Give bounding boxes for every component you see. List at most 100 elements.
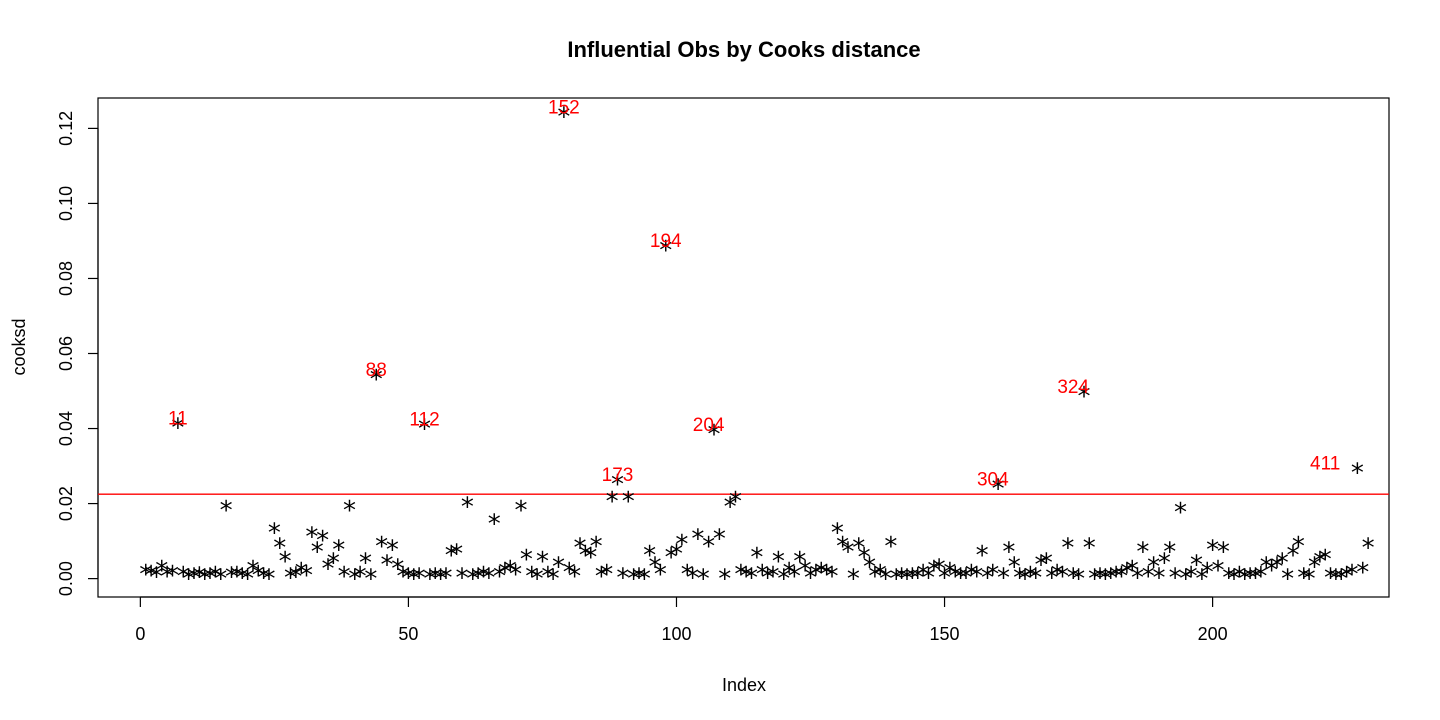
data-point: * bbox=[799, 556, 812, 586]
data-points: ****************************************… bbox=[139, 102, 1374, 594]
x-tick-label: 50 bbox=[398, 624, 418, 644]
data-point: * bbox=[509, 560, 522, 590]
data-point: * bbox=[482, 564, 495, 594]
data-point: * bbox=[348, 564, 361, 594]
data-point: * bbox=[804, 564, 817, 594]
data-point: * bbox=[145, 561, 158, 591]
data-point: * bbox=[1147, 552, 1160, 582]
data-point: * bbox=[809, 560, 822, 590]
data-point: * bbox=[1169, 564, 1182, 594]
data-point: * bbox=[1040, 549, 1053, 579]
data-point: * bbox=[477, 562, 490, 592]
data-point: * bbox=[1045, 564, 1058, 594]
data-point: * bbox=[584, 543, 597, 573]
data-point: * bbox=[295, 558, 308, 588]
data-point: * bbox=[541, 562, 554, 592]
data-point: * bbox=[1002, 537, 1015, 567]
data-point: * bbox=[1136, 537, 1149, 567]
data-point: * bbox=[252, 561, 265, 591]
data-point: * bbox=[665, 543, 678, 573]
data-point: * bbox=[590, 532, 603, 562]
data-point: * bbox=[1174, 498, 1187, 528]
data-point: * bbox=[820, 560, 833, 590]
data-point: * bbox=[187, 564, 200, 594]
data-point: * bbox=[166, 561, 179, 591]
data-point: * bbox=[1029, 564, 1042, 594]
data-point: * bbox=[268, 519, 281, 549]
data-point: * bbox=[263, 564, 276, 594]
data-point: * bbox=[959, 564, 972, 594]
data-point: * bbox=[300, 561, 313, 591]
y-tick-label: 0.08 bbox=[56, 261, 76, 296]
data-point: * bbox=[1115, 562, 1128, 592]
data-point: * bbox=[246, 556, 259, 586]
data-point: * bbox=[1281, 564, 1294, 594]
data-point: * bbox=[761, 564, 774, 594]
data-point: * bbox=[970, 562, 983, 592]
data-point: * bbox=[198, 564, 211, 594]
data-point: * bbox=[472, 564, 485, 594]
data-point: * bbox=[847, 564, 860, 594]
data-point: * bbox=[1201, 558, 1214, 588]
data-point: * bbox=[1265, 556, 1278, 586]
data-point: * bbox=[284, 564, 297, 594]
data-point: * bbox=[654, 560, 667, 590]
data-point: * bbox=[1153, 564, 1166, 594]
data-point: * bbox=[1104, 564, 1117, 594]
data-point: * bbox=[1206, 536, 1219, 566]
data-point: * bbox=[643, 541, 656, 571]
data-point: * bbox=[230, 562, 243, 592]
data-point: * bbox=[429, 564, 442, 594]
data-point: * bbox=[466, 564, 479, 594]
data-point: * bbox=[997, 564, 1010, 594]
point-label: 304 bbox=[977, 469, 1009, 490]
data-point: * bbox=[1072, 564, 1085, 594]
data-point: * bbox=[1228, 564, 1241, 594]
data-point: * bbox=[675, 530, 688, 560]
data-point: * bbox=[718, 564, 731, 594]
data-point: * bbox=[370, 365, 383, 395]
data-point: * bbox=[1024, 562, 1037, 592]
data-point: * bbox=[858, 543, 871, 573]
point-label: 324 bbox=[1057, 377, 1089, 398]
y-tick-label: 0.06 bbox=[56, 336, 76, 371]
data-point: * bbox=[1303, 564, 1316, 594]
data-point: * bbox=[139, 560, 152, 590]
data-point: * bbox=[927, 556, 940, 586]
y-tick-label: 0.04 bbox=[56, 411, 76, 446]
data-point: * bbox=[863, 552, 876, 582]
data-point: * bbox=[638, 564, 651, 594]
data-point: * bbox=[177, 562, 190, 592]
data-point: * bbox=[670, 539, 683, 569]
data-point: * bbox=[1233, 562, 1246, 592]
x-tick-label: 100 bbox=[661, 624, 691, 644]
data-point: * bbox=[938, 564, 951, 594]
data-point: * bbox=[327, 549, 340, 579]
data-point: * bbox=[750, 543, 763, 573]
data-point: * bbox=[884, 532, 897, 562]
data-point: * bbox=[986, 560, 999, 590]
data-point: * bbox=[1254, 562, 1267, 592]
data-point: * bbox=[1324, 564, 1337, 594]
data-point: * bbox=[1179, 564, 1192, 594]
data-point: * bbox=[783, 558, 796, 588]
data-point: * bbox=[766, 562, 779, 592]
data-point: * bbox=[1142, 562, 1155, 592]
data-point: * bbox=[418, 414, 431, 444]
data-point: * bbox=[949, 562, 962, 592]
data-point: * bbox=[911, 564, 924, 594]
data-point: * bbox=[1276, 549, 1289, 579]
data-point: * bbox=[842, 537, 855, 567]
data-point: * bbox=[825, 562, 838, 592]
data-point: * bbox=[659, 236, 672, 266]
data-point: * bbox=[954, 564, 967, 594]
point-label: 173 bbox=[602, 465, 634, 486]
data-point: * bbox=[220, 496, 233, 526]
data-point: * bbox=[161, 562, 174, 592]
data-point: * bbox=[1131, 564, 1144, 594]
data-point: * bbox=[1335, 564, 1348, 594]
x-axis-label: Index bbox=[722, 675, 766, 695]
data-point: * bbox=[241, 564, 254, 594]
